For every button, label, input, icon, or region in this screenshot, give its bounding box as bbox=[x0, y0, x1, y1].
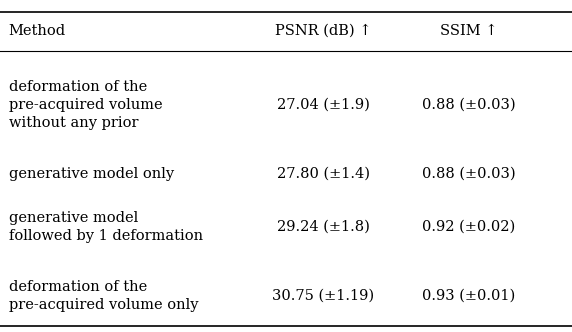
Text: SSIM ↑: SSIM ↑ bbox=[440, 24, 498, 38]
Text: 30.75 (±1.19): 30.75 (±1.19) bbox=[272, 289, 374, 303]
Text: 0.93 (±0.01): 0.93 (±0.01) bbox=[422, 289, 516, 303]
Text: generative model only: generative model only bbox=[9, 167, 174, 181]
Text: Method: Method bbox=[9, 24, 66, 38]
Text: 0.88 (±0.03): 0.88 (±0.03) bbox=[422, 167, 516, 181]
Text: 0.92 (±0.02): 0.92 (±0.02) bbox=[422, 220, 516, 234]
Text: 29.24 (±1.8): 29.24 (±1.8) bbox=[277, 220, 370, 234]
Text: 27.80 (±1.4): 27.80 (±1.4) bbox=[277, 167, 370, 181]
Text: deformation of the
pre-acquired volume only: deformation of the pre-acquired volume o… bbox=[9, 280, 198, 312]
Text: generative model
followed by 1 deformation: generative model followed by 1 deformati… bbox=[9, 211, 202, 243]
Text: deformation of the
pre-acquired volume
without any prior: deformation of the pre-acquired volume w… bbox=[9, 80, 162, 129]
Text: 27.04 (±1.9): 27.04 (±1.9) bbox=[277, 98, 370, 112]
Text: 0.88 (±0.03): 0.88 (±0.03) bbox=[422, 98, 516, 112]
Text: PSNR (dB) ↑: PSNR (dB) ↑ bbox=[275, 24, 371, 38]
